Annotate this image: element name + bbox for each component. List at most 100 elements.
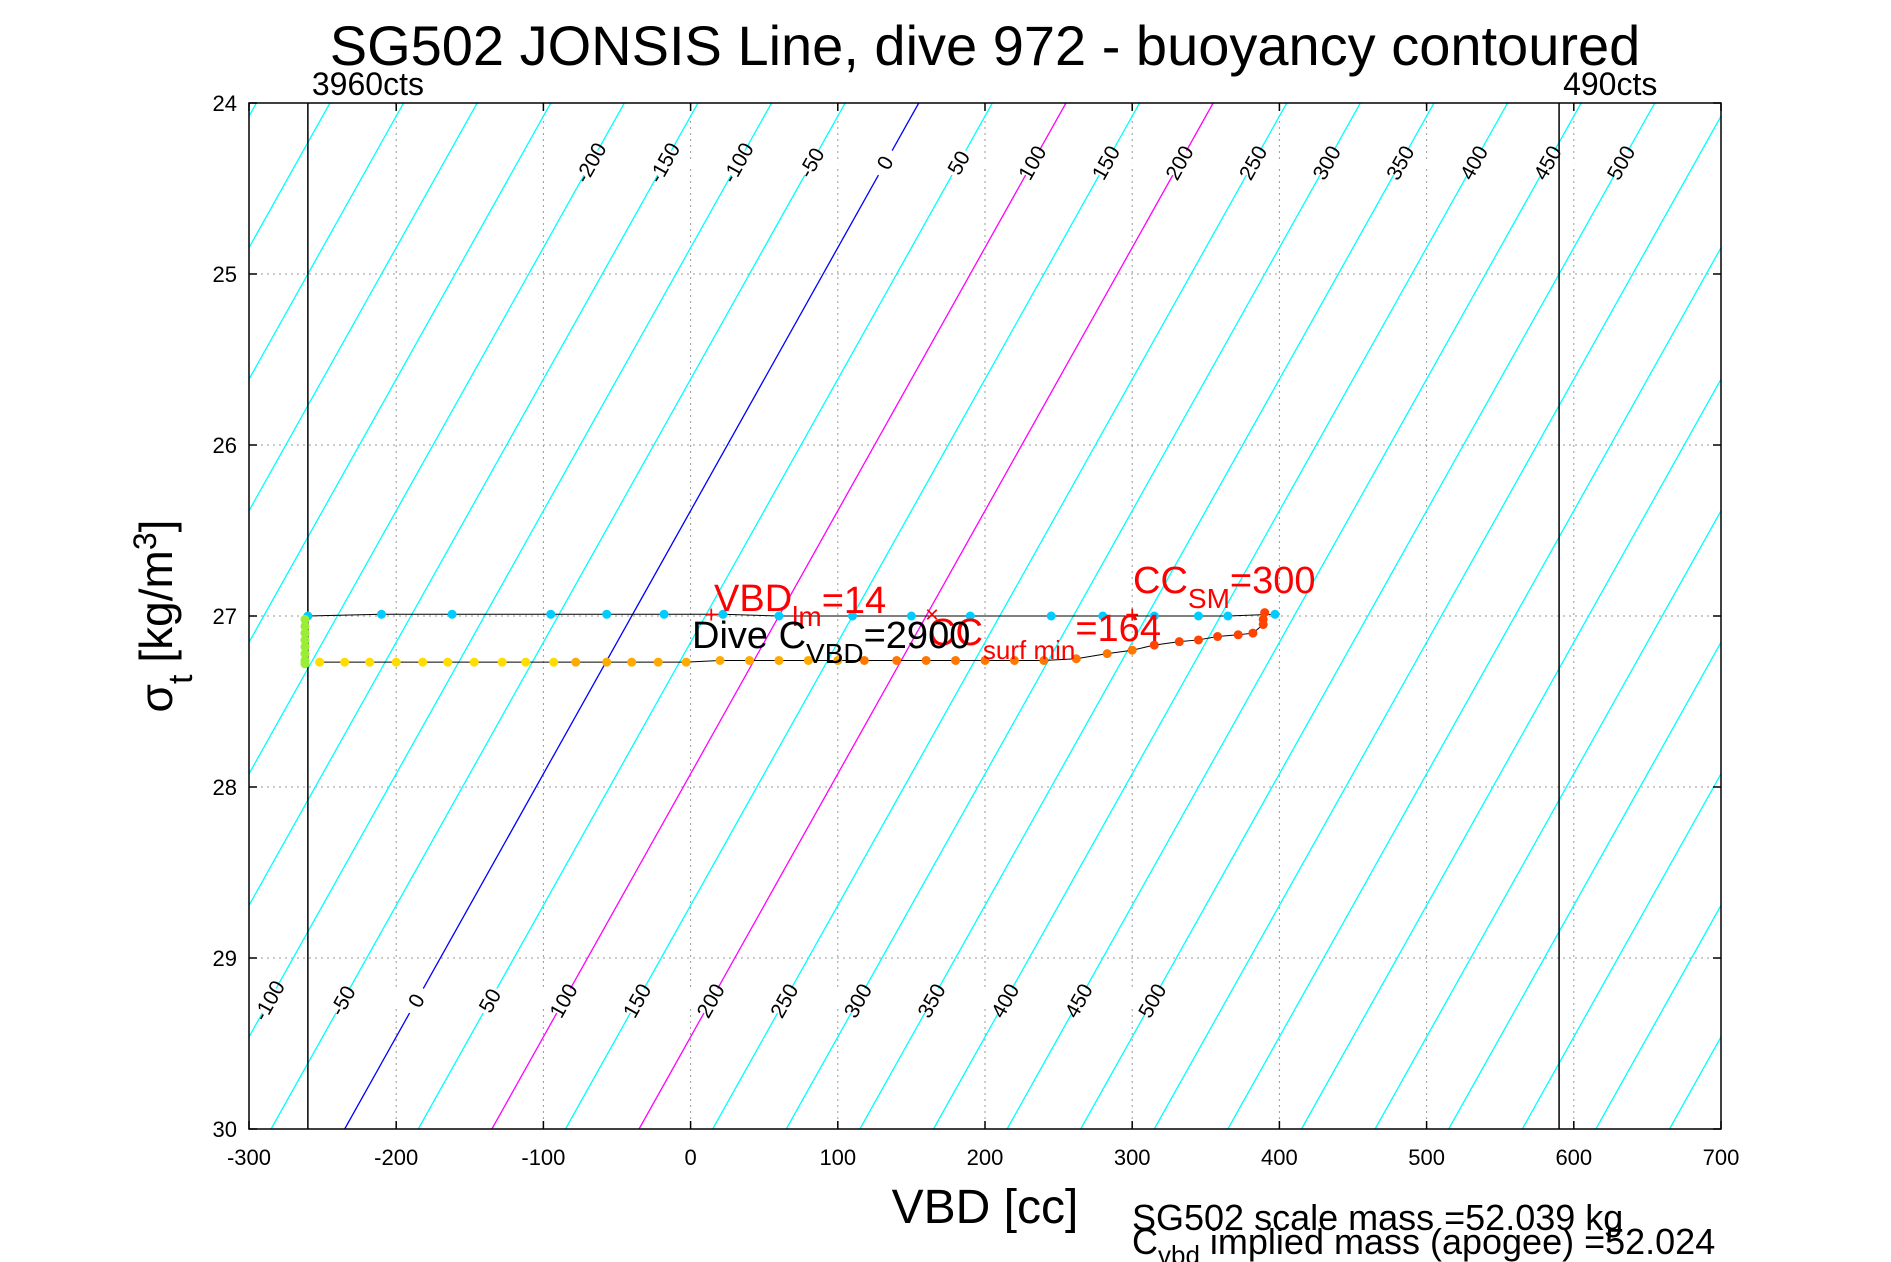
y-tick-label: 28 xyxy=(213,775,237,800)
contour-line xyxy=(249,103,625,776)
ascent-point xyxy=(1233,630,1243,640)
descent-point xyxy=(774,611,784,621)
contour-label-bg xyxy=(1051,976,1107,1025)
bottom-point xyxy=(300,642,310,652)
dive-series xyxy=(300,608,1280,669)
contour-line xyxy=(249,103,699,907)
y-axis-label-sigma: σ xyxy=(130,684,182,712)
y-tick-label: 24 xyxy=(213,91,237,116)
ascent-point xyxy=(391,657,401,667)
x-axis-label: VBD [cc] xyxy=(892,1181,1079,1234)
implied-mass-text: Cvbd implied mass (apogee) =52.024 xyxy=(1132,1221,1715,1262)
cc-sm-annotation: CCSM=300 xyxy=(1133,560,1315,614)
contour-line xyxy=(270,103,846,1129)
contour-line xyxy=(1374,509,1721,1129)
contour-label-bg xyxy=(783,138,840,187)
y-axis-label-units: [kg/m xyxy=(130,550,182,662)
contour-label-bg xyxy=(1124,976,1181,1025)
contour-label-bg xyxy=(462,976,518,1025)
dive-c-value: =2900 xyxy=(864,615,971,657)
cc-sm-value: =300 xyxy=(1230,560,1316,602)
estimate-marker: + xyxy=(1125,601,1139,628)
vbd-lm-label: VBD xyxy=(714,578,792,620)
contour-line xyxy=(1300,377,1721,1129)
x-tick-label: 700 xyxy=(1703,1145,1740,1170)
y-tick-label: 26 xyxy=(213,433,237,458)
ascent-point xyxy=(1248,628,1258,638)
contour-line xyxy=(344,103,920,1129)
y-tick-label: 25 xyxy=(213,262,237,287)
ascent-point xyxy=(859,655,869,665)
vbd-limit-label: 490cts xyxy=(1563,66,1657,102)
x-tick-label: 500 xyxy=(1408,1145,1445,1170)
ascent-point xyxy=(1213,632,1223,642)
ascent-point xyxy=(497,657,507,667)
descent-point xyxy=(1223,611,1233,621)
y-axis-label-sup: 3 xyxy=(127,532,163,550)
x-tick-label: 200 xyxy=(967,1145,1004,1170)
ascent-point xyxy=(980,655,990,665)
contour-line xyxy=(1743,103,1891,1129)
ascent-point xyxy=(653,657,663,667)
estimate-markers: + × + xyxy=(704,601,1139,628)
ascent-point xyxy=(571,657,581,667)
contour-line xyxy=(1006,103,1582,1129)
contour-label-bg xyxy=(1519,138,1576,187)
ascent-point xyxy=(744,655,754,665)
descent-point xyxy=(1046,611,1056,621)
contour-label-bg xyxy=(636,138,693,187)
vbd-lm-value: =14 xyxy=(822,580,886,622)
descent-point xyxy=(376,609,386,619)
contour-label-bg xyxy=(1593,138,1650,187)
bottom-point xyxy=(300,659,310,669)
contour-line xyxy=(1448,640,1721,1129)
axis-ticks: -300 -200 -100 0 100 200 300 400 500 600 700 24 25 26… xyxy=(213,91,1740,1170)
ascent-point xyxy=(803,655,813,665)
y-axis-label-close: ] xyxy=(130,520,182,533)
ascent-point xyxy=(715,655,725,665)
estimate-marker: × xyxy=(925,601,939,628)
ascent-point xyxy=(549,657,559,667)
ascent-point xyxy=(1071,654,1081,664)
descent-point xyxy=(1270,609,1280,619)
estimate-marker: + xyxy=(704,601,718,628)
contour-label-bg xyxy=(1299,138,1355,187)
cc-surf-annotation: CCsurf min=164 xyxy=(928,608,1161,665)
ascent-point xyxy=(469,657,479,667)
descent-point xyxy=(848,611,858,621)
cc-surf-sub: surf min xyxy=(983,635,1075,665)
contour-label-bg xyxy=(609,976,666,1025)
dive-c-sub: VBD xyxy=(806,638,864,669)
contour-label-bg xyxy=(1225,138,1282,187)
descent-point xyxy=(718,609,728,619)
ascent-point xyxy=(1174,637,1184,647)
contour-line xyxy=(249,103,478,513)
vbd-lm-sub: lm xyxy=(792,601,822,632)
contour-label-bg xyxy=(388,976,445,1025)
ascent-point xyxy=(340,657,350,667)
implied-mass-sub: vbd xyxy=(1158,1240,1200,1262)
descent-point xyxy=(1098,611,1108,621)
ascent-point xyxy=(892,655,902,665)
y-tick-label: 27 xyxy=(213,604,237,629)
contour-label-bg xyxy=(563,138,619,187)
contour-label-bg xyxy=(683,976,739,1025)
ascent-point xyxy=(418,657,428,667)
x-tick-label: 600 xyxy=(1555,1145,1592,1170)
dive-c-label: Dive C xyxy=(692,615,806,657)
ascent-point xyxy=(951,655,961,665)
contour-label-bg xyxy=(1004,138,1061,187)
contour-label-bg xyxy=(710,138,766,187)
x-tick-label: -300 xyxy=(227,1145,271,1170)
y-axis-label-sub: t xyxy=(162,674,200,684)
contour-label-bg xyxy=(1151,138,1208,187)
contour-label-bg xyxy=(830,976,886,1025)
y-axis-label: σt [kg/m3] xyxy=(127,520,200,713)
contour-label-bg xyxy=(315,976,371,1025)
contour-line xyxy=(1817,103,1891,1129)
x-tick-label: 400 xyxy=(1261,1145,1298,1170)
ascent-point xyxy=(1193,635,1203,645)
ascent-point xyxy=(627,657,637,667)
descent-point xyxy=(906,611,916,621)
